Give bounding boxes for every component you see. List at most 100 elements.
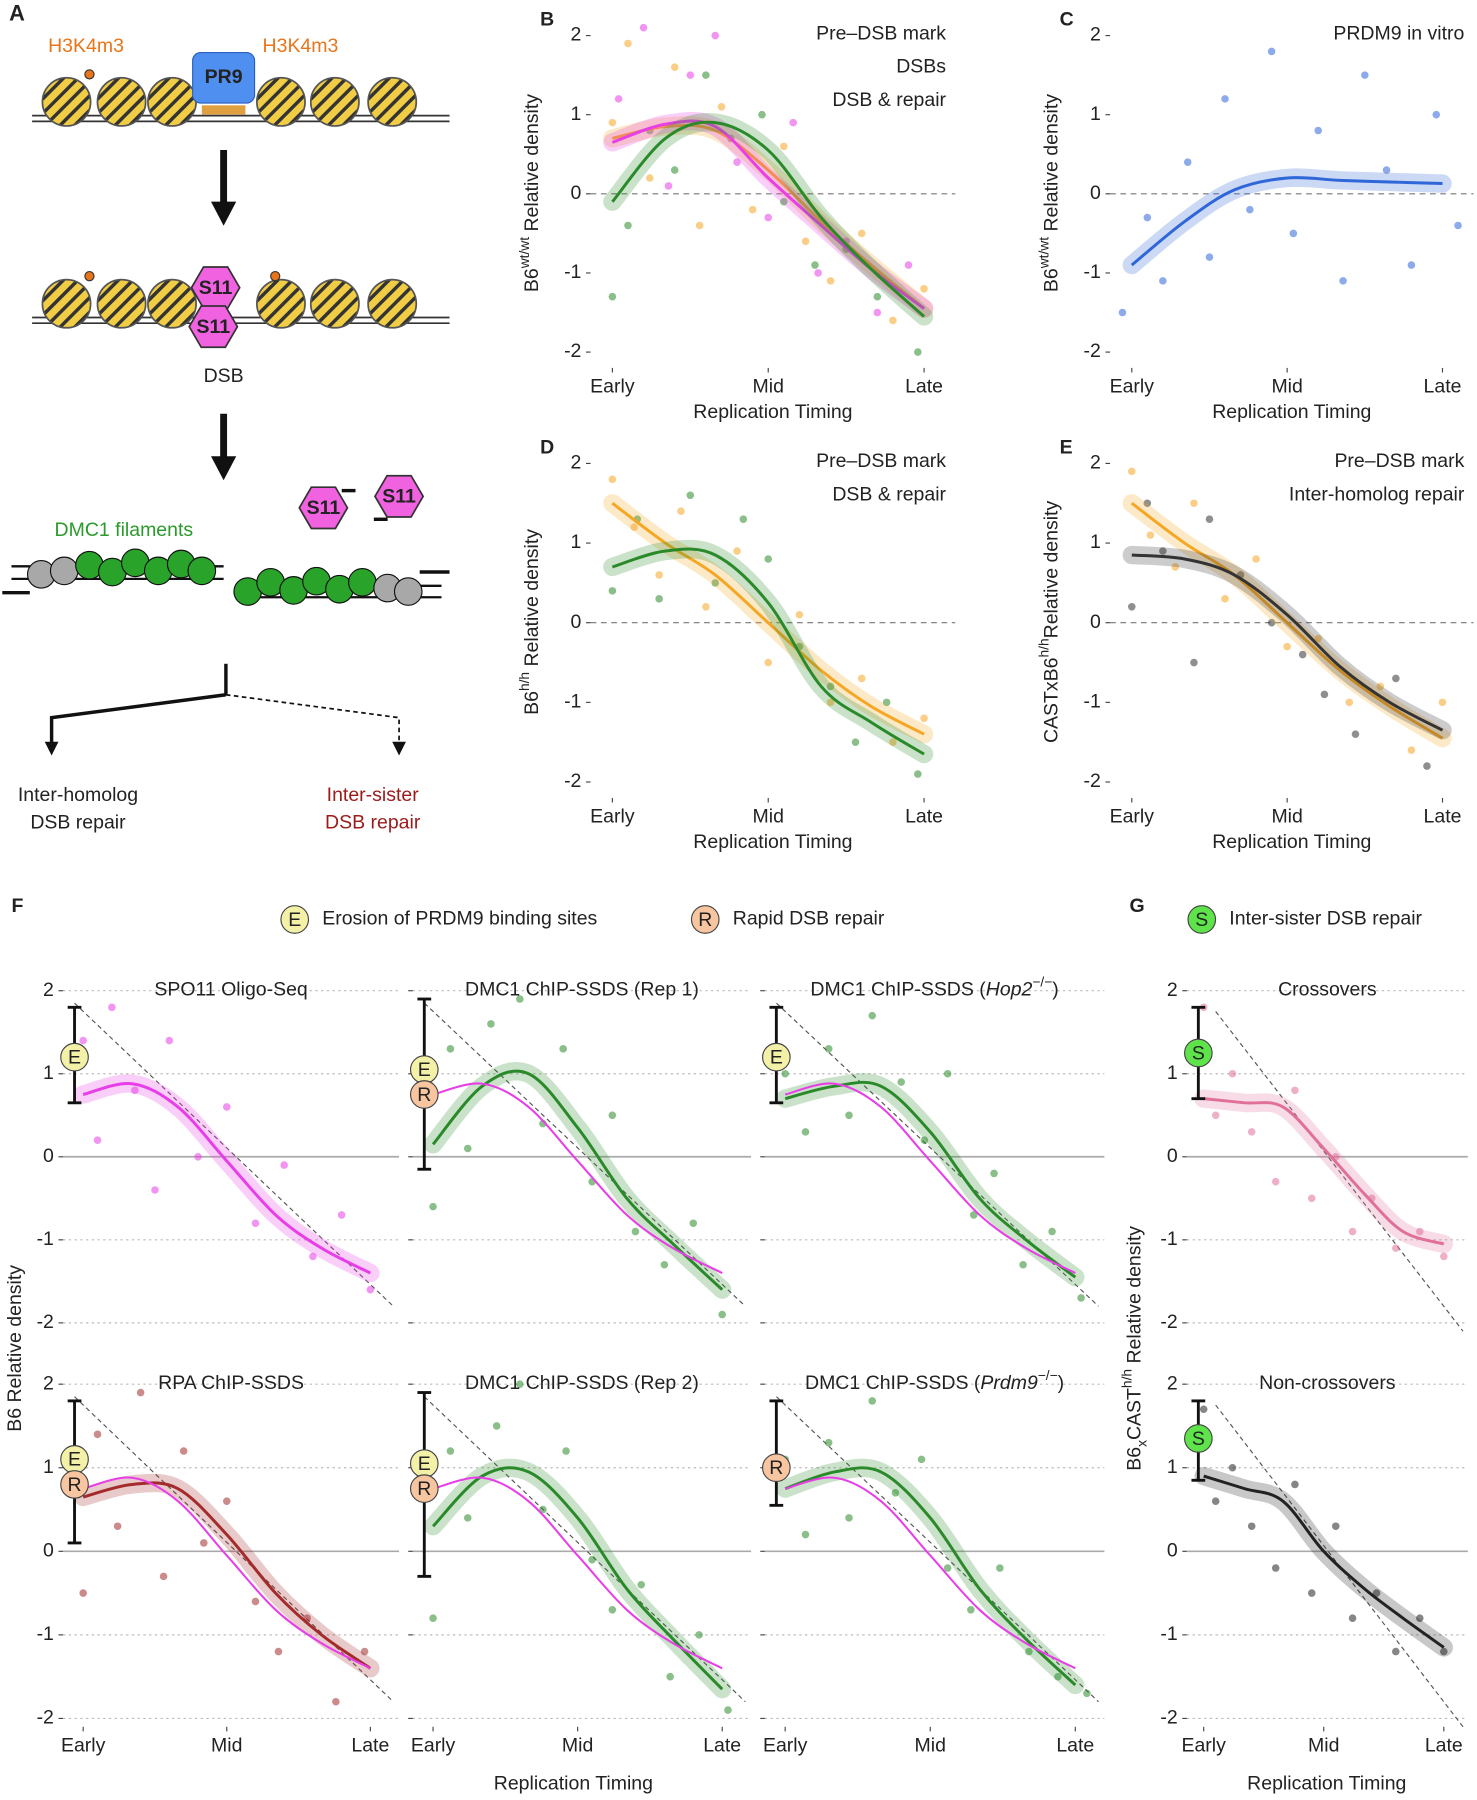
point <box>826 698 835 707</box>
point <box>113 1522 122 1531</box>
chart-title: DMC1 ChIP-SSDS (Prdm9−/−) <box>805 1368 1064 1394</box>
label: H3K4m3 <box>48 35 124 57</box>
text-part: DMC1 ChIP-SSDS ( <box>810 979 986 1001</box>
point <box>429 1202 437 1211</box>
mark-pin <box>84 271 95 282</box>
marker-circle <box>1184 1038 1213 1068</box>
confidence-band <box>73 1074 380 1283</box>
chart-title: RPA ChIP-SSDS <box>158 1372 304 1394</box>
x-tick-label: Mid <box>562 1734 593 1756</box>
nucleosome <box>96 278 147 329</box>
text-part: Relative density <box>1123 1226 1145 1369</box>
point <box>1205 515 1214 523</box>
label: DSB repair <box>30 811 126 833</box>
y-tick-label: 0 <box>1090 611 1101 633</box>
trend-line <box>611 547 925 756</box>
text-part: SPO11 Oligo-Seq <box>154 979 307 1001</box>
point <box>1228 1069 1237 1078</box>
y-tick-label: -1 <box>1084 691 1101 713</box>
text-part: RPA ChIP-SSDS <box>158 1372 304 1394</box>
text-part: CASTxB6 <box>1041 657 1063 743</box>
point <box>814 269 822 277</box>
legend-label: Inter-homolog repair <box>1289 483 1465 505</box>
trend-line <box>82 1481 372 1670</box>
x-axis-label: Replication Timing <box>1212 831 1371 853</box>
filament <box>348 568 377 597</box>
point <box>1247 1522 1256 1531</box>
point <box>1128 602 1136 611</box>
point <box>332 1697 340 1706</box>
nucleosome <box>309 278 360 329</box>
point <box>222 1103 231 1111</box>
reference-line <box>74 1002 394 1307</box>
y-axis-label: B6wt/wt Relative density <box>1037 94 1063 292</box>
point <box>1361 71 1369 79</box>
point <box>1143 499 1152 508</box>
marker-letter: R <box>769 1457 783 1479</box>
point <box>660 1260 669 1269</box>
filament <box>49 556 79 586</box>
x-tick-label: Mid <box>1271 806 1302 828</box>
point <box>996 1564 1004 1572</box>
point <box>309 1252 317 1261</box>
point <box>1271 1564 1280 1572</box>
text-part: h/h <box>517 672 532 691</box>
nucleosome <box>147 278 197 329</box>
point <box>967 1606 975 1614</box>
nucleosome <box>367 76 418 127</box>
text-part: h/h <box>1037 638 1052 657</box>
point <box>366 1285 375 1294</box>
y-tick-label: -1 <box>564 261 581 283</box>
point <box>1416 1614 1424 1622</box>
point <box>889 738 897 746</box>
point <box>789 118 797 127</box>
point <box>724 1706 732 1714</box>
marker-circle <box>60 1470 89 1499</box>
label: S11 <box>199 277 233 299</box>
marker-letter: E <box>418 1059 431 1081</box>
y-tick-label: -1 <box>1160 1228 1177 1250</box>
point <box>857 674 866 683</box>
point <box>758 110 766 119</box>
text-part: B6 Relative density <box>4 1265 26 1432</box>
point <box>463 1514 472 1522</box>
panel-letter: E <box>1060 436 1073 458</box>
y-tick-label: 2 <box>571 24 582 46</box>
y-tick-label: -2 <box>37 1311 54 1333</box>
point <box>1376 682 1385 691</box>
y-tick-label: 1 <box>43 1456 54 1478</box>
point <box>360 1647 369 1656</box>
marker-letter: S <box>1192 1428 1205 1450</box>
marker-letter: R <box>417 1084 431 1106</box>
point <box>1246 205 1254 214</box>
filament <box>187 556 217 586</box>
point <box>1345 698 1354 707</box>
text-part: −/− <box>1032 975 1052 990</box>
trend-line <box>1203 1474 1445 1649</box>
nucleosome <box>41 278 92 329</box>
y-tick-label: 2 <box>1090 24 1101 46</box>
x-tick-label: Mid <box>1271 376 1302 398</box>
point <box>1392 674 1400 683</box>
panel-letter: C <box>1060 9 1074 31</box>
point <box>717 102 726 111</box>
y-tick-label: 0 <box>43 1539 54 1561</box>
point <box>559 1045 567 1053</box>
y-tick-label: 1 <box>1090 531 1101 553</box>
y-tick-label: -2 <box>1084 340 1101 362</box>
point <box>920 714 928 723</box>
trend-line <box>784 1476 1076 1670</box>
text-part: DMC1 ChIP-SSDS ( <box>805 1372 981 1394</box>
text-part: x <box>1134 1440 1149 1447</box>
point <box>764 213 773 222</box>
marker-letter: S <box>1195 909 1208 931</box>
marker-letter: R <box>417 1478 431 1500</box>
reference-line <box>423 1002 746 1307</box>
motif <box>201 105 246 115</box>
point <box>1025 1647 1033 1656</box>
trend-line <box>432 1082 723 1274</box>
marker-letter: R <box>698 909 712 931</box>
nucleosome <box>367 278 418 329</box>
marker-circle <box>409 1474 439 1503</box>
point <box>914 770 922 778</box>
